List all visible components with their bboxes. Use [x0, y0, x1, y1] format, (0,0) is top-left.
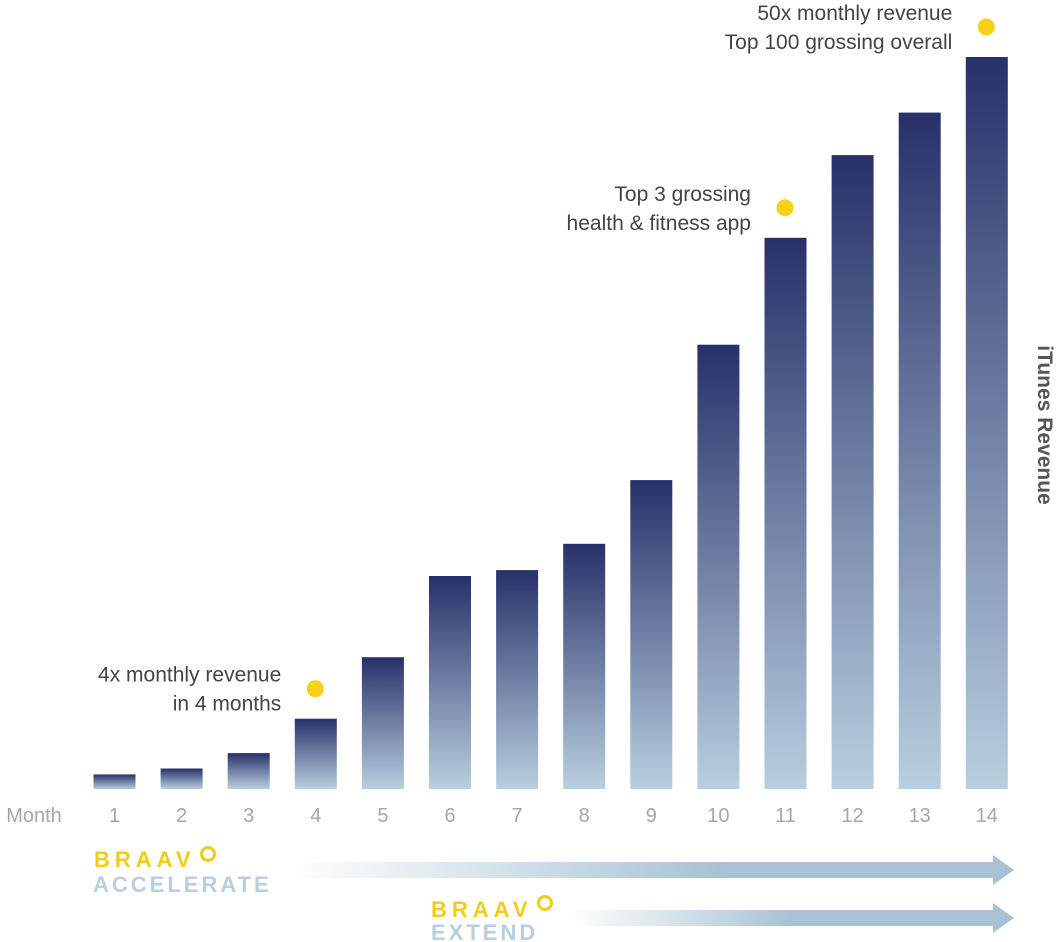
milestone-annotations: 4x monthly revenue in 4 months Top 3 gross…	[98, 2, 952, 716]
bar-month-12	[831, 155, 874, 790]
bar-month-9	[630, 480, 673, 789]
x-tick-label: 11	[775, 805, 796, 827]
x-tick-label: 13	[909, 805, 931, 827]
x-tick-label: 12	[841, 805, 863, 827]
annotation-line: in 4 months	[173, 693, 282, 716]
bar-month-6	[429, 576, 471, 789]
bar-month-13	[898, 112, 941, 790]
bar-month-2	[160, 768, 203, 789]
x-tick-labels: 1 2 3 4 5 6 7 8 9 10 11 12 13 14	[109, 805, 998, 827]
x-tick-label: 5	[377, 805, 388, 827]
milestone-dot-icon	[776, 199, 794, 217]
annotation-line: 50x monthly revenue	[757, 2, 952, 25]
program-extend: BRAAV EXTEND	[431, 895, 1014, 942]
bar-month-7	[496, 570, 539, 789]
milestone-markers	[306, 18, 995, 698]
x-axis-label: Month	[6, 805, 62, 827]
milestone-dot-icon	[306, 680, 324, 698]
x-tick-label: 1	[109, 805, 120, 827]
bar-month-4	[294, 718, 337, 789]
annotation-line: health & fitness app	[567, 212, 751, 235]
x-tick-label: 9	[646, 805, 657, 827]
program-extend-brand: BRAAV	[431, 897, 533, 922]
program-accelerate-name: ACCELERATE	[93, 872, 272, 897]
bar-month-11	[764, 237, 807, 790]
bar-month-3	[227, 753, 270, 789]
program-accelerate: BRAAV ACCELERATE	[93, 846, 1014, 897]
brand-o-icon	[537, 895, 553, 911]
x-tick-label: 6	[444, 805, 455, 827]
brand-o-icon	[200, 846, 216, 862]
bar-month-5	[361, 657, 404, 789]
x-tick-label: 3	[243, 805, 254, 827]
bar-month-8	[563, 543, 606, 789]
x-tick-label: 4	[310, 805, 321, 827]
x-tick-label: 10	[707, 805, 729, 827]
bars-group	[93, 57, 1008, 790]
annotation-line: Top 3 grossing	[614, 183, 751, 206]
y-axis-label: iTunes Revenue	[1033, 345, 1056, 505]
annotation-line: 4x monthly revenue	[98, 664, 281, 687]
arrow-accelerate-icon	[290, 855, 1014, 885]
x-tick-label: 14	[976, 805, 998, 827]
bar-month-10	[697, 344, 740, 789]
bar-month-1	[93, 774, 136, 789]
milestone-dot-icon	[977, 18, 995, 36]
x-tick-label: 8	[579, 805, 590, 827]
bar-month-14	[965, 57, 1008, 789]
x-tick-label: 7	[512, 805, 523, 827]
arrow-extend-icon	[570, 903, 1014, 933]
annotation-line: Top 100 grossing overall	[725, 31, 953, 54]
program-accelerate-brand: BRAAV	[94, 847, 196, 872]
x-tick-label: 2	[176, 805, 187, 827]
program-extend-name: EXTEND	[431, 920, 538, 942]
